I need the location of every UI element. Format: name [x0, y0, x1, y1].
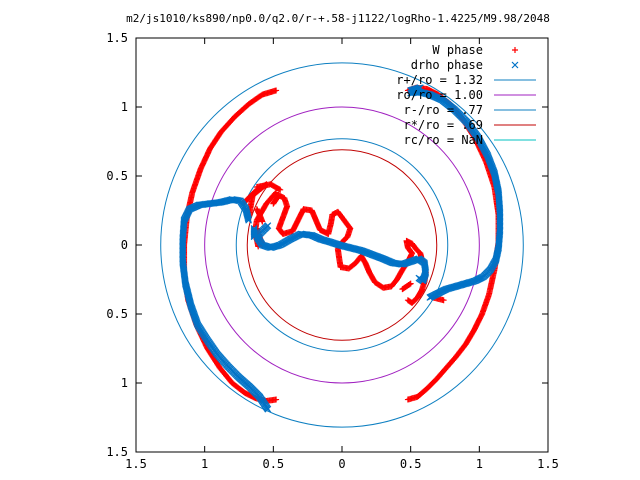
x-tick-label: 0 — [338, 457, 345, 471]
y-tick-label: 0.5 — [106, 307, 128, 321]
w-phase-point — [440, 297, 447, 304]
radius-circle — [246, 149, 438, 341]
radius-circle — [235, 138, 449, 352]
y-tick-label: 1.5 — [106, 445, 128, 459]
drho-phase-point — [408, 86, 416, 94]
legend-label: W phase — [432, 43, 483, 57]
w-phase-point — [404, 297, 411, 304]
drho-phase-point — [415, 274, 423, 282]
x-tick-label: 1.5 — [125, 457, 147, 471]
chart-title: m2/js1010/ks890/np0.0/q2.0/r-+.58-j1122/… — [126, 12, 550, 25]
y-tick-label: 1 — [121, 100, 128, 114]
w-phase-point — [277, 186, 284, 193]
legend-label: ro/ro = 1.00 — [396, 88, 483, 102]
radius-circles — [160, 62, 524, 428]
y-tick-label: 0 — [121, 238, 128, 252]
legend-label: r*/ro = .69 — [404, 118, 483, 132]
radius-circle — [204, 106, 480, 384]
drho-phase-point — [407, 87, 415, 94]
w-phase-point — [272, 190, 279, 197]
phase-points — [179, 84, 504, 413]
y-tick-label: 0.5 — [106, 169, 128, 183]
w-phase-point — [406, 281, 413, 288]
drho-phase-point — [250, 233, 258, 241]
w-phase-point — [259, 218, 266, 225]
legend-marker — [512, 47, 518, 53]
w-phase-point — [273, 396, 280, 403]
x-tick-label: 1.5 — [537, 457, 559, 471]
legend-marker — [511, 61, 519, 69]
x-tick-label: 0.5 — [262, 457, 284, 471]
legend-label: drho phase — [411, 58, 483, 72]
drho-phase-point — [244, 215, 252, 223]
drho-phase-point — [409, 86, 417, 94]
w-phase-point — [407, 280, 414, 287]
w-phase-point — [273, 189, 280, 196]
y-tick-label: 1.5 — [106, 31, 128, 45]
legend-label: r+/ro = 1.32 — [396, 73, 483, 87]
drho-phase-point — [250, 232, 258, 239]
w-phase-point — [405, 297, 412, 304]
w-phase-point — [276, 186, 283, 193]
legend-label: r-/ro = .77 — [404, 103, 483, 117]
x-tick-label: 1 — [476, 457, 483, 471]
drho-phase-point — [250, 230, 258, 238]
x-tick-label: 0.5 — [400, 457, 422, 471]
radius-circle — [160, 62, 524, 428]
axis-ticks: 1.5 1 0.5 0 0.5 1 1.51.510.500.511.5 — [106, 31, 559, 471]
drho-phase-point — [244, 214, 252, 222]
legend-label: rc/ro = NaN — [404, 133, 483, 147]
y-tick-label: 1 — [121, 376, 128, 390]
x-tick-label: 1 — [201, 457, 208, 471]
drho-phase-point — [245, 216, 253, 224]
